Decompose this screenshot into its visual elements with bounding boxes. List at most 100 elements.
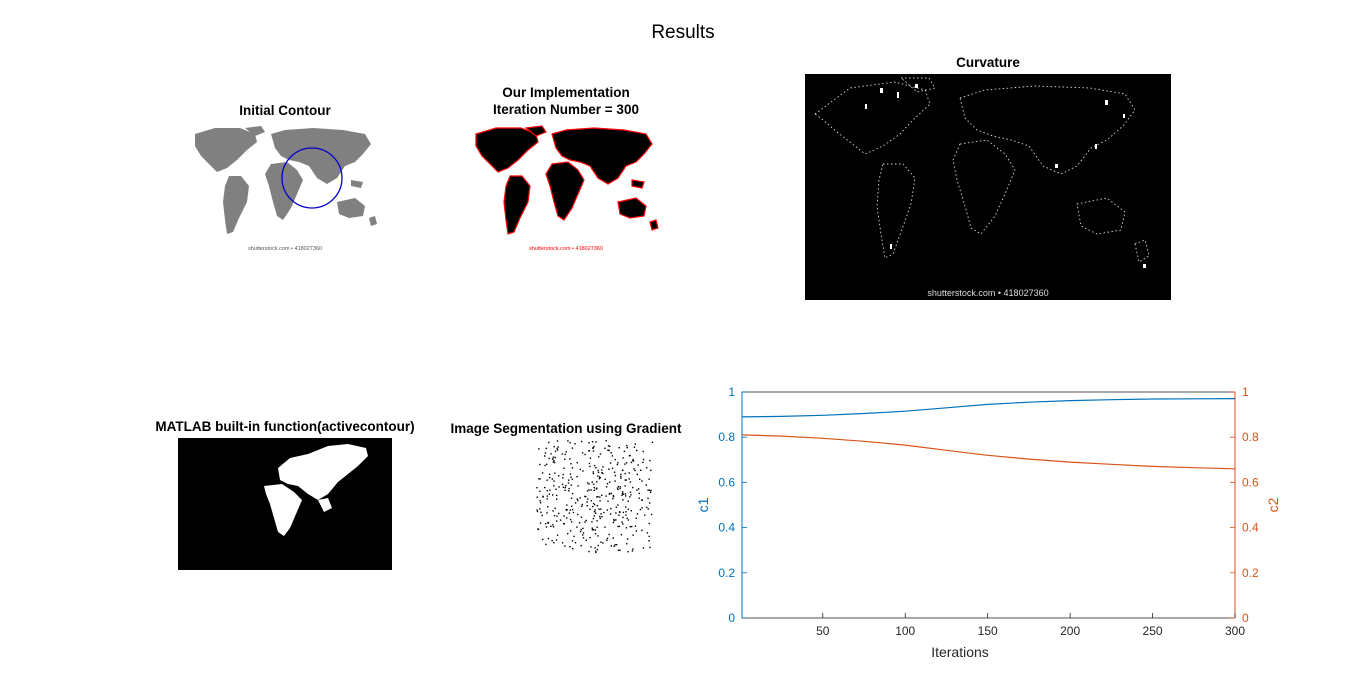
gradient-speckle <box>648 522 650 525</box>
gradient-speckle <box>606 483 609 485</box>
gradient-speckle <box>555 488 557 490</box>
gradient-speckle <box>563 515 565 517</box>
gradient-speckle <box>615 519 617 521</box>
gradient-speckle <box>629 496 631 498</box>
gradient-speckle <box>614 474 616 477</box>
iterations-chart: 50 100 150 200 250 300 0 0.2 0.4 0.6 0.8 1 0 0.2 0.4 0.… <box>690 380 1290 680</box>
series-line-c2 <box>741 434 1236 470</box>
gradient-speckle <box>584 521 586 523</box>
gradient-speckle <box>630 461 633 464</box>
gradient-speckle <box>625 479 627 481</box>
gradient-speckle <box>588 550 590 553</box>
gradient-speckle <box>564 486 566 489</box>
gradient-speckle <box>627 551 629 553</box>
gradient-speckle <box>638 497 640 499</box>
gradient-speckle <box>636 489 638 491</box>
gradient-speckle <box>571 467 574 469</box>
gradient-speckle <box>558 512 560 515</box>
curvature-highlights <box>865 84 1146 268</box>
gradient-speckle <box>592 502 595 505</box>
gradient-speckle <box>625 506 627 508</box>
gradient-speckle <box>572 511 575 514</box>
matlab-activecontour-title: MATLAB built-in function(activecontour) <box>155 419 415 434</box>
gradient-speckle <box>619 549 621 551</box>
gradient-speckle <box>582 527 584 530</box>
gradient-speckle <box>536 496 538 498</box>
gradient-speckle <box>607 445 610 447</box>
gradient-speckle <box>552 458 554 460</box>
x-tick-label: 250 <box>1143 624 1163 638</box>
gradient-speckle <box>624 472 626 475</box>
gradient-speckle <box>569 546 571 548</box>
gradient-speckle <box>602 472 604 475</box>
gradient-speckle <box>553 460 555 462</box>
gradient-speckle <box>544 486 546 489</box>
gradient-speckle <box>595 488 598 490</box>
gradient-speckle <box>609 481 611 483</box>
gradient-speckle <box>588 442 590 444</box>
gradient-speckle <box>603 511 605 514</box>
gradient-speckle <box>552 526 555 528</box>
gradient-speckle <box>617 485 620 488</box>
gradient-speckle <box>568 479 570 481</box>
gradient-speckle <box>649 502 651 504</box>
gradient-speckle <box>571 505 573 507</box>
gradient-speckle <box>588 462 591 465</box>
gradient-speckle <box>569 441 571 444</box>
gradient-speckle <box>541 514 543 517</box>
gradient-speckle <box>582 470 584 472</box>
gradient-speckle <box>606 537 609 540</box>
gradient-speckle <box>597 535 599 537</box>
gradient-speckle <box>544 523 547 525</box>
gradient-speckle <box>605 440 607 442</box>
gradient-speckle <box>564 453 566 456</box>
gradient-speckle <box>539 508 541 510</box>
gradient-speckle <box>627 519 630 521</box>
initial-contour-title: Initial Contour <box>239 103 331 118</box>
gradient-speckle <box>552 456 555 458</box>
gradient-speckle <box>567 533 569 535</box>
gradient-speckle <box>612 521 615 524</box>
gradient-speckle <box>582 532 585 534</box>
gradient-speckle <box>614 480 616 482</box>
gradient-speckle <box>593 445 595 448</box>
gradient-speckle <box>631 550 634 552</box>
gradient-speckle <box>591 521 593 523</box>
gradient-speckle <box>594 529 596 531</box>
gradient-speckle <box>586 490 589 492</box>
gradient-speckle <box>638 492 640 495</box>
gradient-speckle <box>581 440 583 443</box>
gradient-speckle <box>625 511 627 513</box>
gradient-speckle <box>637 488 640 490</box>
gradient-speckle <box>547 537 550 540</box>
gradient-speckle <box>586 505 588 507</box>
gradient-speckle <box>592 529 595 531</box>
gradient-speckle <box>600 508 602 510</box>
gradient-speckle <box>635 530 638 532</box>
gradient-speckle <box>632 460 635 462</box>
gradient-speckle <box>577 485 579 487</box>
gradient-speckle <box>618 514 620 516</box>
gradient-speckle <box>552 494 554 496</box>
gradient-speckle <box>579 497 581 499</box>
gradient-speckle <box>570 484 572 486</box>
gradient-speckle <box>570 530 572 532</box>
right-y-tick-label: 1 <box>1242 385 1249 399</box>
gradient-speckle <box>554 507 556 510</box>
gradient-speckle <box>608 533 610 536</box>
gradient-speckle <box>552 510 554 512</box>
gradient-speckle <box>632 534 634 536</box>
gradient-speckle <box>641 507 643 509</box>
figure-title: Results <box>651 22 715 43</box>
left-y-tick-label: 0.8 <box>718 430 735 444</box>
left-y-axis-label: c1 <box>695 497 711 512</box>
initial-watermark: shutterstock.com • 418027360 <box>248 246 322 252</box>
gradient-speckle <box>599 517 601 520</box>
gradient-dots-svg <box>536 440 654 554</box>
gradient-speckle <box>565 451 567 453</box>
gradient-speckle <box>648 489 651 491</box>
gradient-speckle <box>552 524 554 526</box>
gradient-speckle <box>647 497 649 499</box>
gradient-speckle <box>576 526 578 528</box>
gradient-speckle <box>585 539 587 541</box>
